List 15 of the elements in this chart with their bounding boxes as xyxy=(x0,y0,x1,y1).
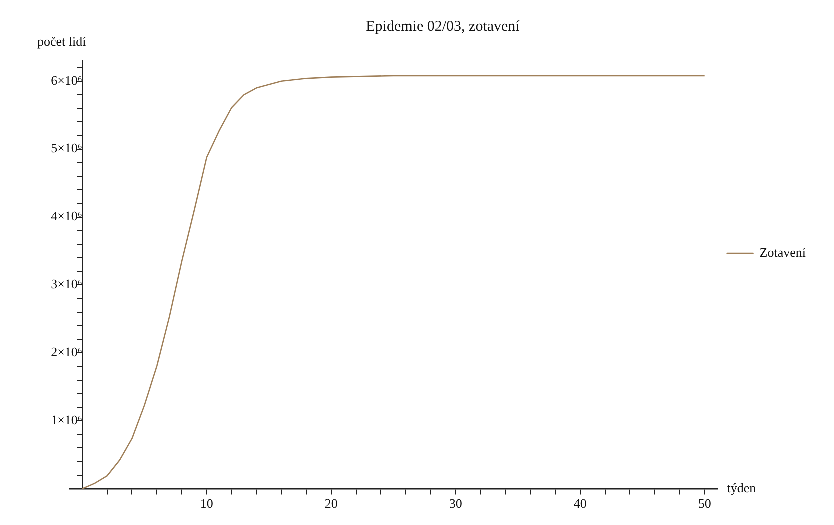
y-axis-title: počet lidí xyxy=(37,34,87,49)
y-tick-label: 2×10⁶ xyxy=(51,344,82,360)
y-tick-label: 6×10⁶ xyxy=(51,72,82,88)
legend-label: Zotavení xyxy=(760,244,806,260)
x-tick-label: 20 xyxy=(324,496,338,512)
x-tick-label: 10 xyxy=(200,496,214,512)
x-tick-label: 30 xyxy=(449,496,462,512)
y-tick-label: 4×10⁶ xyxy=(51,208,82,224)
y-tick-label: 1×10⁶ xyxy=(51,412,82,428)
y-tick-label: 3×10⁶ xyxy=(51,276,82,292)
x-axis-title: týden xyxy=(727,480,757,496)
y-tick-label: 5×10⁶ xyxy=(51,140,82,156)
x-tick-label: 50 xyxy=(698,496,712,512)
chart-title: Epidemie 02/03, zotavení xyxy=(366,18,521,35)
x-tick-label: 40 xyxy=(574,496,587,512)
